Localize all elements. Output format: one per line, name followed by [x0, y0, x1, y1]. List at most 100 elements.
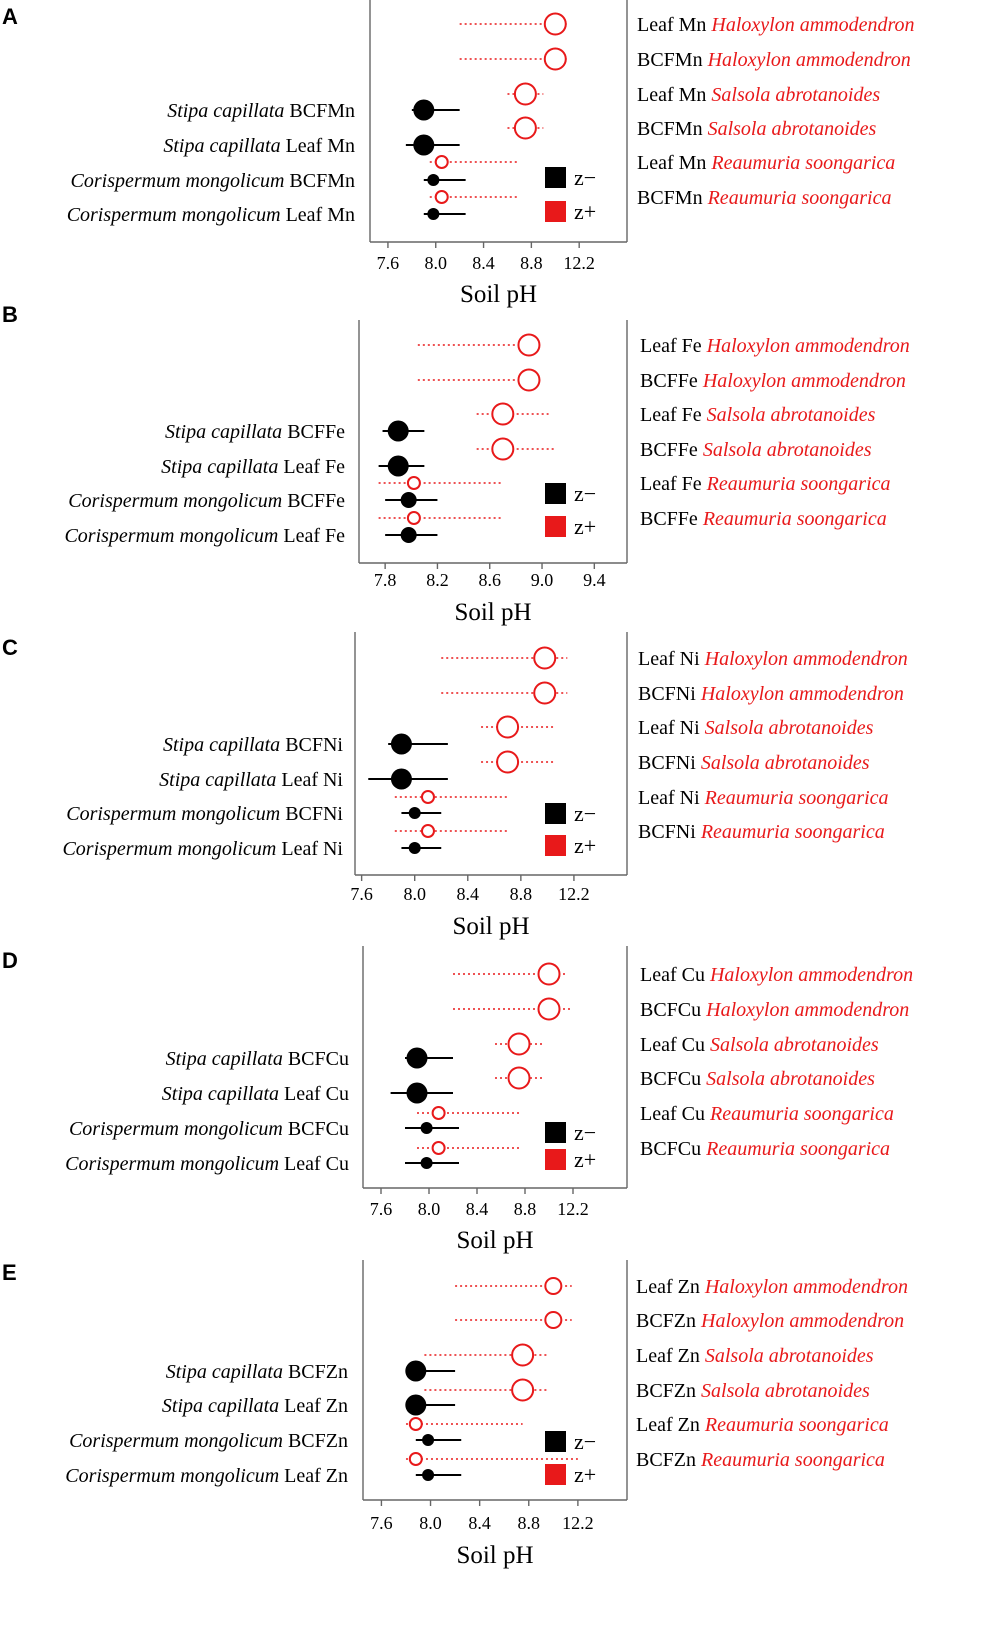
label-element: BCFNi	[638, 683, 701, 705]
x-tick-label: 8.4	[472, 253, 495, 273]
x-axis-label: Soil pH	[452, 913, 529, 940]
positive-row-label: BCFMn Salsola abrotanoides	[637, 118, 877, 140]
label-element: BCFZn	[636, 1310, 701, 1332]
x-tick-label: 8.8	[518, 1513, 541, 1533]
label-species: Reaumuria soongarica	[705, 1138, 890, 1160]
negative-row-label: Corispermum mongolicum Leaf Fe	[64, 525, 345, 547]
label-species: Haloxylon ammodendron	[704, 1276, 908, 1298]
label-element: Leaf Fe	[640, 404, 707, 426]
positive-point	[420, 790, 435, 804]
label-element: Leaf Ni	[638, 717, 705, 739]
positive-row-label: Leaf Zn Salsola abrotanoides	[636, 1345, 874, 1367]
negative-point	[406, 1082, 428, 1104]
positive-point	[496, 750, 520, 774]
x-tick-label: 7.6	[377, 253, 400, 273]
legend-swatch-positive	[545, 201, 566, 222]
positive-point	[434, 155, 449, 169]
label-element: Leaf Mn	[637, 152, 711, 174]
x-axis-label: Soil pH	[456, 1542, 533, 1569]
positive-row-label: Leaf Ni Salsola abrotanoides	[638, 717, 874, 739]
label-element: Leaf Zn	[279, 1465, 348, 1487]
x-tick-label: 12.2	[558, 884, 590, 904]
label-species: Stipa capillata	[163, 734, 280, 756]
panel-c: C 7.6 8.0 8.4 8.8 12.2 Soil pH Leaf Ni Haloxylo…	[2, 632, 908, 940]
negative-point	[408, 842, 421, 854]
positive-row-label: Leaf Ni Haloxylon ammodendron	[638, 648, 908, 670]
x-tick-label: 9.4	[583, 570, 606, 590]
label-element: BCFCu	[640, 999, 706, 1021]
negative-row-label: Stipa capillata Leaf Fe	[161, 456, 345, 478]
positive-row-label: BCFZn Haloxylon ammodendron	[636, 1310, 904, 1332]
label-element: BCFCu	[640, 1138, 706, 1160]
positive-row-label: Leaf Fe Haloxylon ammodendron	[640, 335, 910, 357]
label-species: Salsola abrotanoides	[707, 404, 876, 426]
label-species: Stipa capillata	[166, 1361, 283, 1383]
positive-row-label: Leaf Fe Salsola abrotanoides	[640, 404, 876, 426]
label-species: Haloxylon ammodendron	[700, 683, 904, 705]
negative-point	[387, 455, 409, 477]
positive-point	[491, 437, 515, 461]
label-species: Reaumuria soongarica	[704, 1414, 889, 1436]
label-species: Salsola abrotanoides	[705, 1345, 874, 1367]
label-element: BCFNi	[638, 752, 701, 774]
label-species: Reaumuria soongarica	[710, 152, 895, 174]
x-tick-label: 8.0	[419, 1513, 442, 1533]
positive-point	[543, 47, 567, 71]
label-element: BCFMn	[637, 187, 708, 209]
label-element: Leaf Zn	[636, 1414, 705, 1436]
label-element: Leaf Cu	[279, 1083, 349, 1105]
label-element: BCFNi	[280, 803, 343, 825]
positive-row-label: BCFFe Haloxylon ammodendron	[640, 370, 906, 392]
panel-d: D 7.6 8.0 8.4 8.8 12.2 Soil pH Leaf Cu Haloxylo…	[2, 946, 913, 1254]
label-species: Stipa capillata	[163, 135, 280, 157]
negative-point	[413, 99, 435, 121]
legend-swatch-positive	[545, 1464, 566, 1485]
label-element: BCFMn	[637, 118, 708, 140]
panel-letter: B	[2, 302, 18, 327]
label-species: Reaumuria soongarica	[700, 821, 885, 843]
panel-b: B 7.8 8.2 8.6 9.0 9.4 Soil pH Leaf Fe Haloxylon…	[2, 302, 910, 626]
positive-row-label: BCFNi Reaumuria soongarica	[638, 821, 885, 843]
label-species: Stipa capillata	[162, 1395, 279, 1417]
negative-row-label: Corispermum mongolicum Leaf Cu	[65, 1153, 349, 1175]
legend-label-positive: z+	[574, 199, 596, 224]
positive-point	[507, 1032, 531, 1056]
label-element: Leaf Cu	[640, 1034, 710, 1056]
positive-row-label: Leaf Cu Reaumuria soongarica	[640, 1103, 894, 1125]
negative-point	[420, 1122, 433, 1134]
positive-point	[496, 715, 520, 739]
label-element: BCFZn	[636, 1380, 701, 1402]
x-tick-label: 8.8	[520, 253, 543, 273]
positive-row-label: Leaf Zn Reaumuria soongarica	[636, 1414, 889, 1436]
positive-point	[533, 646, 557, 670]
negative-point	[420, 1157, 433, 1169]
negative-row-label: Stipa capillata Leaf Ni	[159, 769, 343, 791]
label-species: Salsola abrotanoides	[705, 717, 874, 739]
x-tick-label: 8.8	[514, 1199, 537, 1219]
legend-label-negative: z−	[574, 165, 596, 190]
positive-point	[513, 116, 537, 140]
negative-point	[413, 134, 435, 156]
label-element: BCFNi	[638, 821, 701, 843]
panel-letter: D	[2, 948, 18, 973]
positive-point	[408, 1452, 423, 1466]
label-element: Leaf Cu	[640, 964, 710, 986]
label-element: Leaf Zn	[279, 1395, 348, 1417]
label-element: BCFZn	[636, 1449, 701, 1471]
positive-row-label: BCFCu Salsola abrotanoides	[640, 1068, 875, 1090]
label-species: Stipa capillata	[162, 1083, 279, 1105]
x-tick-label: 12.2	[562, 1513, 594, 1533]
positive-point	[533, 681, 557, 705]
positive-point	[511, 1343, 535, 1367]
label-element: Leaf Zn	[636, 1276, 705, 1298]
panel-e: E 7.6 8.0 8.4 8.8 12.2 Soil pH Leaf Zn Haloxylo…	[2, 1260, 908, 1569]
label-species: Reaumuria soongarica	[702, 508, 887, 530]
negative-point	[422, 1469, 435, 1481]
label-species: Stipa capillata	[166, 1048, 283, 1070]
legend-label-negative: z−	[574, 1120, 596, 1145]
x-tick-label: 8.4	[457, 884, 480, 904]
positive-row-label: BCFCu Haloxylon ammodendron	[640, 999, 909, 1021]
positive-point	[507, 1066, 531, 1090]
legend-swatch-positive	[545, 1149, 566, 1170]
positive-row-label: BCFZn Salsola abrotanoides	[636, 1380, 870, 1402]
